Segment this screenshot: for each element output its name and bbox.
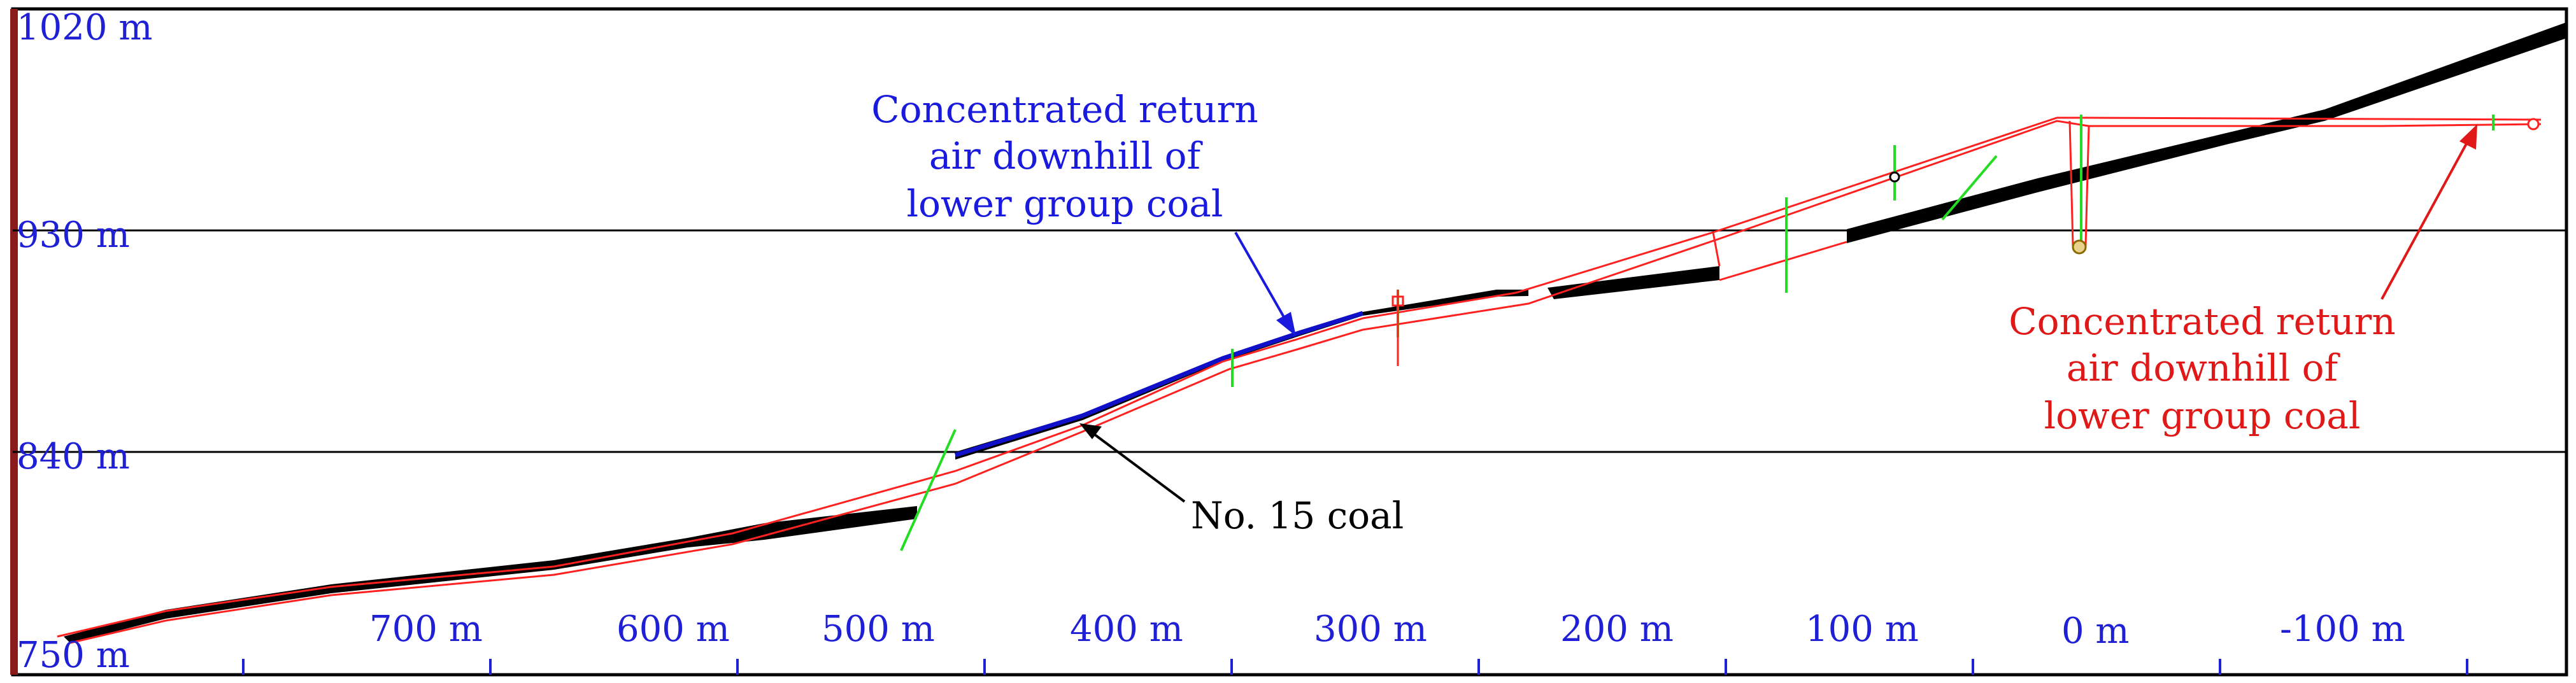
red-end-marker <box>2527 118 2540 130</box>
elevation-label-930: 930 m <box>17 215 130 256</box>
distance-label-300: 300 m <box>1314 609 1427 650</box>
elevation-labels: 1020 m 930 m 840 m 750 m <box>17 7 152 676</box>
red-annotation-line-1: Concentrated return <box>2009 300 2395 343</box>
distance-label-minus-100: -100 m <box>2280 609 2405 650</box>
coal-seam-middle <box>955 290 1528 460</box>
distance-label-600: 600 m <box>616 609 730 650</box>
annotation-pointers <box>1079 124 2477 503</box>
distance-labels: 700 m 600 m 500 m 400 m 300 m 200 m 100 … <box>369 609 2405 652</box>
elevation-label-1020: 1020 m <box>17 7 152 48</box>
distance-label-700: 700 m <box>369 609 483 650</box>
station-marker <box>1889 171 1900 183</box>
distance-label-200: 200 m <box>1560 609 1674 650</box>
red-annotation: Concentrated return air downhill of lowe… <box>2009 300 2395 437</box>
coal-seam-label: No. 15 coal <box>1191 494 1404 537</box>
coal-seam-step <box>1548 266 1719 299</box>
black-pointer-line <box>1093 433 1186 503</box>
distance-label-0: 0 m <box>2061 610 2130 652</box>
red-annotation-line-3: lower group coal <box>2044 394 2361 437</box>
shaft-marker-box <box>1391 295 1404 307</box>
blue-annotation: Concentrated return air downhill of lowe… <box>871 88 1258 225</box>
elevation-label-750: 750 m <box>17 635 130 676</box>
blue-annotation-line-2: air downhill of <box>929 134 1203 178</box>
coal-seam-upper <box>1847 22 2566 243</box>
shaft-bottom-marker <box>2072 239 2087 255</box>
distance-label-400: 400 m <box>1070 609 1183 650</box>
blue-pointer-arrow <box>1276 312 1296 336</box>
elevation-label-840: 840 m <box>17 436 130 477</box>
blue-annotation-line-1: Concentrated return <box>871 88 1258 131</box>
distance-label-100: 100 m <box>1805 609 1919 650</box>
blue-annotation-line-3: lower group coal <box>907 182 1223 225</box>
coal-seam <box>64 22 2566 643</box>
red-pointer-arrow <box>2459 124 2477 150</box>
red-pointer-line <box>2380 141 2469 300</box>
blue-return-air-roadway <box>954 311 1364 458</box>
black-pointer-arrow <box>1079 423 1102 439</box>
distance-ticks <box>242 659 2468 675</box>
red-annotation-line-2: air downhill of <box>2067 346 2340 390</box>
distance-label-500: 500 m <box>822 609 935 650</box>
blue-pointer-line <box>1234 232 1288 322</box>
coal-seam-lower-left <box>64 506 917 643</box>
